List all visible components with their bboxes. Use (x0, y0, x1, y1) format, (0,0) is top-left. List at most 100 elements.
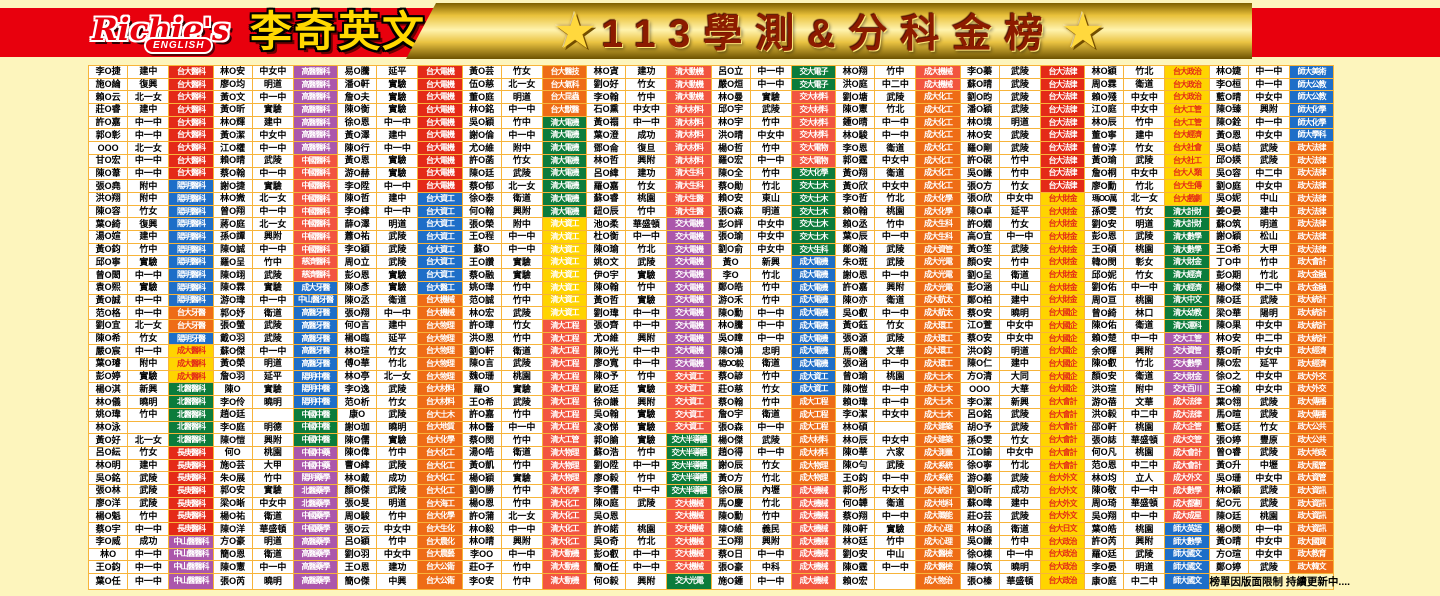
student-school: 竹中 (501, 485, 542, 497)
university-cell: 成大工程 (791, 421, 835, 434)
student-school (128, 421, 169, 434)
university-cell: 交大資管 (1165, 345, 1209, 358)
university-cell: 台大土木 (418, 408, 462, 421)
university-cell: 交大半導體 (667, 485, 711, 497)
student-name: 楊O閔 (1209, 523, 1248, 535)
student-school: 竹北 (875, 192, 916, 205)
university-cell: 北醫醫科 (169, 383, 213, 396)
student-school: 中一中 (128, 523, 169, 535)
university-cell: 台大醫科 (169, 116, 213, 129)
university-cell: 成大化工 (916, 180, 960, 192)
university-cell: 台大財金 (1040, 231, 1084, 243)
student-name: 林O境 (960, 116, 999, 129)
university-cell: 交大電機 (667, 256, 711, 269)
student-name: 鈕O辰 (587, 205, 626, 218)
student-school: 中一中 (750, 332, 791, 345)
student-name: 范O恩 (1085, 459, 1124, 472)
university-cell: 清大數學 (1165, 243, 1209, 256)
student-school: 明道 (501, 91, 542, 104)
student-school: 中女中 (750, 243, 791, 256)
student-name: 李O潔 (960, 396, 999, 408)
university-cell: 交大電物 (791, 142, 835, 154)
student-school: 中一中 (999, 548, 1040, 561)
student-school: 武陵 (875, 243, 916, 256)
university-cell: 高醫藥學 (293, 573, 337, 589)
university-cell: 交大電機 (667, 218, 711, 231)
university-cell: 陽明醫科 (169, 231, 213, 243)
student-name: 陳O儒 (338, 434, 377, 446)
university-cell: 台大國企 (1040, 319, 1084, 332)
university-cell: 中山醫醫科 (169, 548, 213, 561)
student-name: 葉O翎 (1209, 396, 1248, 408)
university-cell: 成大物理 (791, 472, 835, 485)
student-name: 尤O維 (462, 142, 501, 154)
student-school (252, 408, 293, 421)
student-name: 蔡O安 (960, 307, 999, 319)
student-school: 曉明 (999, 307, 1040, 319)
university-cell: 台大會計 (1040, 421, 1084, 434)
student-school: 中一中 (875, 396, 916, 408)
student-school: 竹中 (750, 281, 791, 294)
student-name: 林O碩 (836, 421, 875, 434)
student-name: 陳O筑 (960, 561, 999, 573)
student-name: 羅O嘉 (587, 180, 626, 192)
student-name: 張O欣 (960, 192, 999, 205)
student-name: 陳O亦 (836, 294, 875, 307)
university-cell: 台大外文 (1040, 510, 1084, 523)
student-name: 康O庭 (1085, 573, 1124, 589)
student-name: 曾O淳 (1085, 142, 1124, 154)
student-school: 中一中 (875, 269, 916, 281)
student-name: 趙O廷 (213, 408, 252, 421)
student-school: 中一中 (501, 104, 542, 116)
student-school: 華盛頓 (999, 573, 1040, 589)
student-name: 李O捷 (89, 66, 128, 78)
university-cell: 台大醫科 (169, 104, 213, 116)
student-school: 武陵 (377, 243, 418, 256)
student-school: 建中 (377, 192, 418, 205)
student-school: 中一中 (377, 205, 418, 218)
student-name: 黃O凱 (462, 459, 501, 472)
university-cell: 交大材料 (791, 129, 835, 142)
university-cell: 清大材料 (667, 116, 711, 129)
student-name: 彭O恩 (338, 269, 377, 281)
university-cell: 台大會計 (1040, 408, 1084, 421)
student-school: 建中 (128, 66, 169, 78)
student-name: 林O宏 (462, 307, 501, 319)
student-school: 武陵 (626, 497, 667, 510)
student-school: 衛道 (750, 408, 791, 421)
student-school: 中一中 (626, 459, 667, 472)
university-cell: 台大醫科 (169, 78, 213, 91)
student-name: 張O榮 (462, 218, 501, 231)
student-name: 許O嘉 (836, 281, 875, 294)
student-school: 竹女 (128, 332, 169, 345)
student-name: 易O騰 (338, 66, 377, 78)
student-school: 中一中 (501, 231, 542, 243)
student-name: 許O芮 (1085, 535, 1124, 548)
student-name: 洪O毅 (1085, 408, 1124, 421)
university-cell: 陽明中醫 (293, 396, 337, 408)
university-cell: 台大公衛 (418, 573, 462, 589)
university-cell: 高醫醫科 (293, 116, 337, 129)
university-cell: 北醫醫科 (169, 396, 213, 408)
student-school: 附中 (128, 192, 169, 205)
student-school: 實驗 (626, 434, 667, 446)
student-name: 吳O詰 (1209, 142, 1248, 154)
university-cell: 北醫醫科 (169, 421, 213, 434)
university-cell: 台大農藝 (418, 548, 462, 561)
university-cell: 台大資工 (418, 231, 462, 243)
student-school: 竹中 (750, 142, 791, 154)
student-name: 曹O緯 (338, 459, 377, 472)
student-name: 賴O殘 (1085, 91, 1124, 104)
student-school: 建中 (999, 358, 1040, 370)
student-name: 張O森 (711, 205, 750, 218)
student-name: 呂O銘 (960, 408, 999, 421)
student-school: 武陵 (626, 256, 667, 269)
student-name: 羅O剛 (960, 142, 999, 154)
student-name: 姚O文 (587, 256, 626, 269)
student-name: 蘇O睿 (587, 192, 626, 205)
university-cell: 政大法律 (1289, 180, 1333, 192)
student-name: 謝O珈 (338, 421, 377, 434)
student-name: 潘O穎 (960, 104, 999, 116)
student-school: 中一中 (252, 167, 293, 180)
student-name: 李OO (462, 548, 501, 561)
